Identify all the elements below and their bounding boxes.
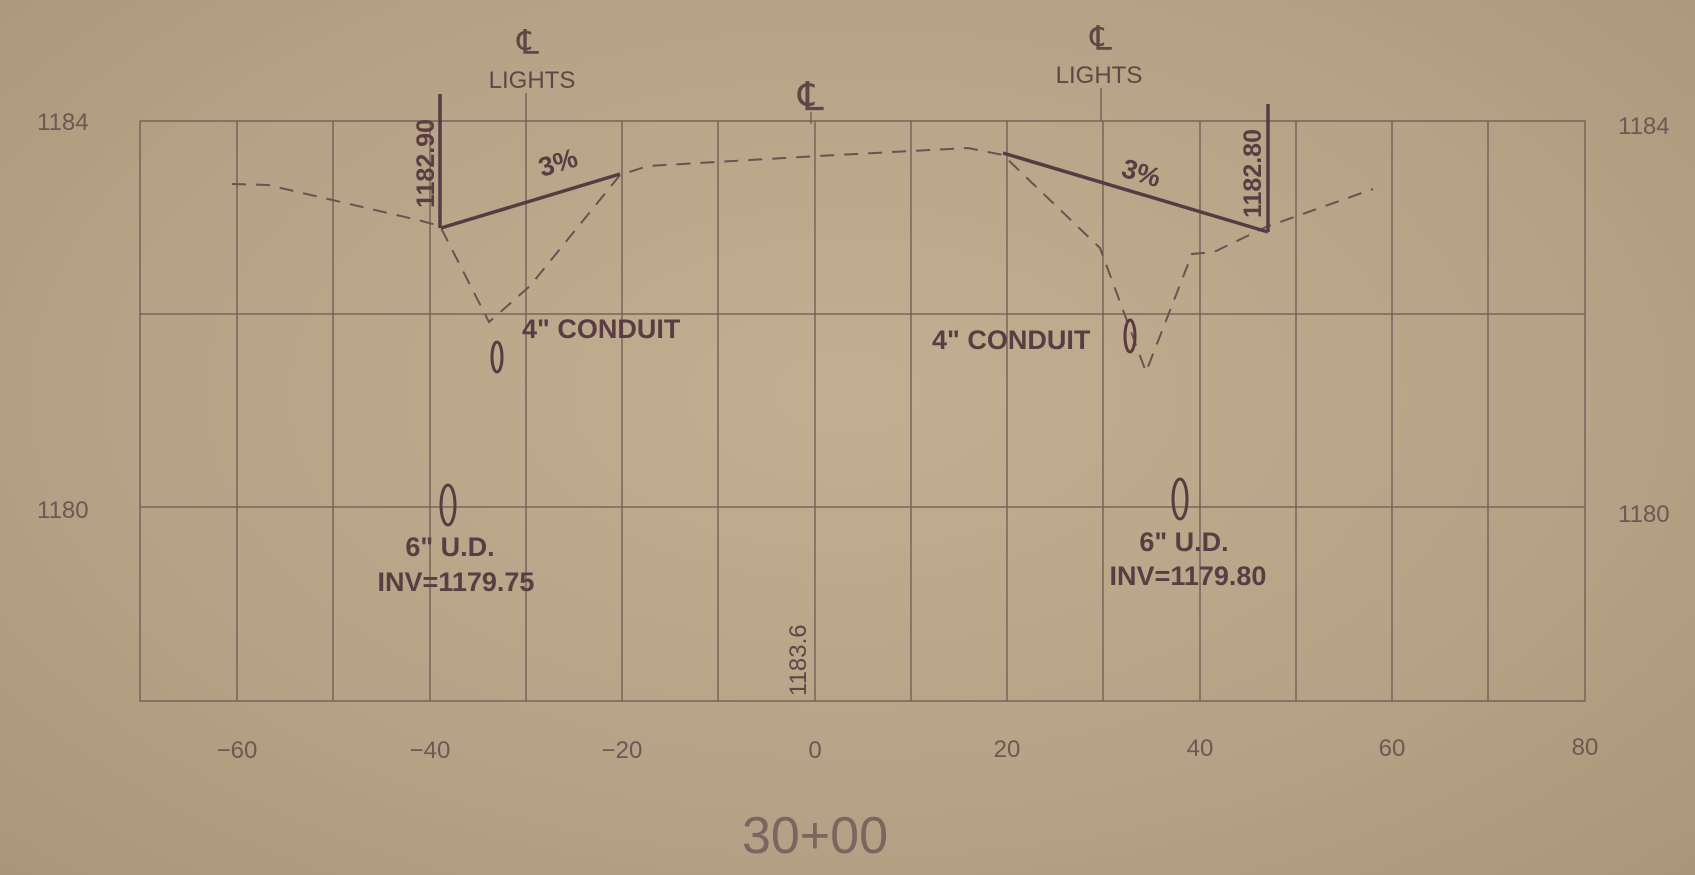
conduit-right-icon [1123,318,1137,354]
edge-right-elevation: 1182.80 [1239,129,1267,218]
grid [139,120,1586,702]
offset-axis: −60 −40 −20 0 20 40 60 80 [217,734,1599,764]
centerline-symbol: ℄ [797,75,824,119]
proposed-slope-left [440,172,621,230]
station-label: 30+00 [742,807,888,865]
underdrain-right-icon [1171,477,1189,521]
conduit-right-label: 4" CONDUIT [932,325,1091,355]
elevation-label-right-bottom: 1180 [1618,501,1670,528]
edge-left-elevation: 1182.90 [412,119,440,208]
proposed-slope-right [1002,151,1269,234]
conduit-left-icon [490,340,504,374]
offset-tick-label: −60 [217,737,258,764]
underdrain-left-size: 6" U.D. [405,532,494,562]
centerline-elevation: 1183.6 [785,624,812,696]
offset-tick-label: 60 [1379,735,1406,762]
lights-left-label: LIGHTS [489,67,576,94]
lights-left-symbol: ℄ [516,24,539,62]
lights-right-label: LIGHTS [1056,62,1143,89]
offset-tick-label: 20 [994,736,1021,763]
offset-tick-label: 0 [808,737,821,764]
slope-right-label: 3% [1118,153,1164,193]
underdrain-left-icon [439,483,457,527]
offset-tick-label: −20 [602,737,643,764]
elevation-label-right-top: 1184 [1618,113,1670,140]
underdrain-right-invert: INV=1179.80 [1110,561,1267,591]
underdrain-left-invert: INV=1179.75 [378,567,535,597]
offset-tick-label: −40 [410,737,451,764]
offset-tick-label: 80 [1572,734,1599,761]
underdrain-right-size: 6" U.D. [1139,527,1228,557]
conduit-left-label: 4" CONDUIT [522,314,681,344]
existing-ground-line [231,146,1374,375]
slope-left-label: 3% [535,143,581,183]
elevation-label-left-top: 1184 [37,109,89,136]
grid-frame [139,120,1586,702]
offset-tick-label: 40 [1187,735,1214,762]
lights-right-symbol: ℄ [1089,20,1112,58]
elevation-label-left-bottom: 1180 [37,497,89,524]
